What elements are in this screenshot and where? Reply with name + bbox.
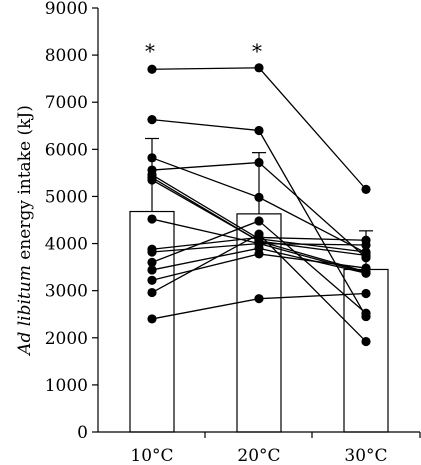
individual-points	[147, 63, 371, 347]
significance-marker: *	[145, 39, 155, 63]
x-axis: 10°C 20°C 30°C	[98, 431, 421, 465]
significance-marker: *	[252, 39, 262, 63]
subject-point	[254, 249, 264, 259]
subject-point	[361, 240, 371, 250]
y-tick-label: 9000	[45, 0, 88, 19]
y-tick-label: 4000	[45, 235, 88, 255]
y-tick-label: 3000	[45, 282, 88, 302]
subject-point	[254, 229, 264, 239]
y-tick-label: 2000	[45, 329, 88, 349]
x-tick-label: 30°C	[344, 446, 387, 465]
subject-point	[361, 250, 371, 260]
subject-point	[361, 263, 371, 273]
subject-point	[147, 314, 157, 324]
subject-point	[147, 175, 157, 185]
y-axis-label-rest: energy intake (kJ)	[15, 105, 35, 265]
subject-point	[254, 192, 264, 202]
y-tick-label: 7000	[45, 93, 88, 113]
y-tick-label: 5000	[45, 187, 88, 207]
y-tick-label: 6000	[45, 140, 88, 160]
subject-point	[147, 214, 157, 224]
subject-point	[361, 336, 371, 347]
x-tick-label: 10°C	[130, 446, 173, 465]
subject-point	[361, 288, 371, 299]
subject-point	[254, 157, 264, 168]
subject-point	[147, 275, 157, 285]
x-tick-label: 20°C	[237, 446, 280, 465]
y-tick-label: 1000	[45, 376, 88, 396]
subject-point	[147, 287, 157, 298]
subject-point	[361, 308, 371, 318]
subject-point	[147, 265, 157, 275]
y-axis: 0 1000 2000 3000 4000 5000 6000 7000 8000 9000	[45, 0, 99, 443]
subject-point	[147, 257, 157, 267]
subject-point	[147, 64, 157, 74]
subject-point	[147, 247, 157, 257]
y-axis-label: Ad libitum energy intake (kJ)	[15, 105, 35, 357]
subject-point	[147, 153, 157, 163]
subject-point	[361, 184, 371, 194]
subject-point	[254, 125, 264, 136]
subject-point	[254, 63, 264, 73]
subject-point	[254, 216, 264, 226]
subject-point	[254, 294, 264, 304]
y-tick-label: 0	[77, 423, 88, 443]
y-axis-label-italic: Ad libitum	[15, 265, 35, 357]
y-tick-label: 8000	[45, 46, 88, 66]
subject-point	[147, 115, 157, 125]
